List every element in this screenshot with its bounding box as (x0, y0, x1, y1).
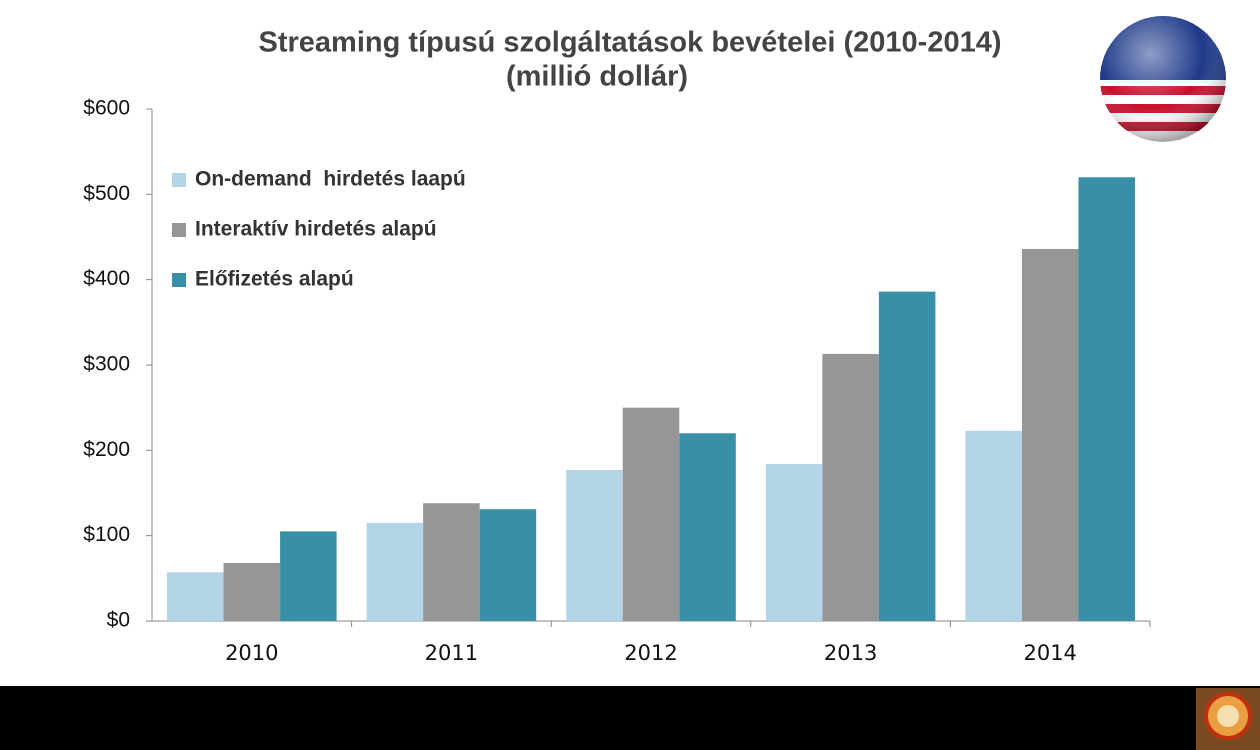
bar (1021, 248, 1079, 622)
x-tick-label: 2014 (1023, 641, 1076, 665)
y-tick-label: $500 (83, 182, 130, 205)
bar (280, 531, 337, 621)
bar (622, 407, 680, 621)
bar (679, 433, 736, 621)
chart-subtitle: (millió dollár) (506, 61, 688, 93)
y-tick-label: $400 (83, 267, 130, 290)
y-tick-label: $300 (83, 353, 130, 376)
x-tick-label: 2012 (624, 641, 677, 665)
bar (765, 463, 823, 621)
legend-swatch (172, 173, 186, 187)
y-tick-label: $200 (83, 438, 130, 461)
legend-label: On-demand hirdetés laapú (195, 168, 466, 191)
bar (479, 509, 537, 621)
footer-bar (0, 686, 1260, 750)
legend-swatch (172, 223, 186, 237)
y-tick-label: $100 (83, 523, 130, 546)
y-tick-label: $600 (83, 97, 130, 120)
bar (223, 562, 281, 621)
bar (423, 503, 480, 621)
flag-icon (1100, 16, 1226, 142)
bar (566, 469, 623, 621)
bar (366, 522, 424, 621)
bar (822, 353, 879, 621)
bar (965, 430, 1022, 621)
bar (167, 572, 224, 621)
legend-label: Interaktív hirdetés alapú (195, 218, 437, 241)
bar (878, 291, 936, 621)
logo (1196, 688, 1260, 750)
legend-label: Előfizetés alapú (195, 268, 354, 291)
legend-swatch (172, 273, 186, 287)
x-tick-label: 2013 (824, 641, 877, 665)
chart-title: Streaming típusú szolgáltatások bevétele… (259, 27, 1002, 59)
x-tick-label: 2010 (225, 641, 278, 665)
x-tick-label: 2011 (425, 641, 478, 665)
y-tick-label: $0 (107, 609, 130, 632)
bar (1078, 177, 1135, 621)
